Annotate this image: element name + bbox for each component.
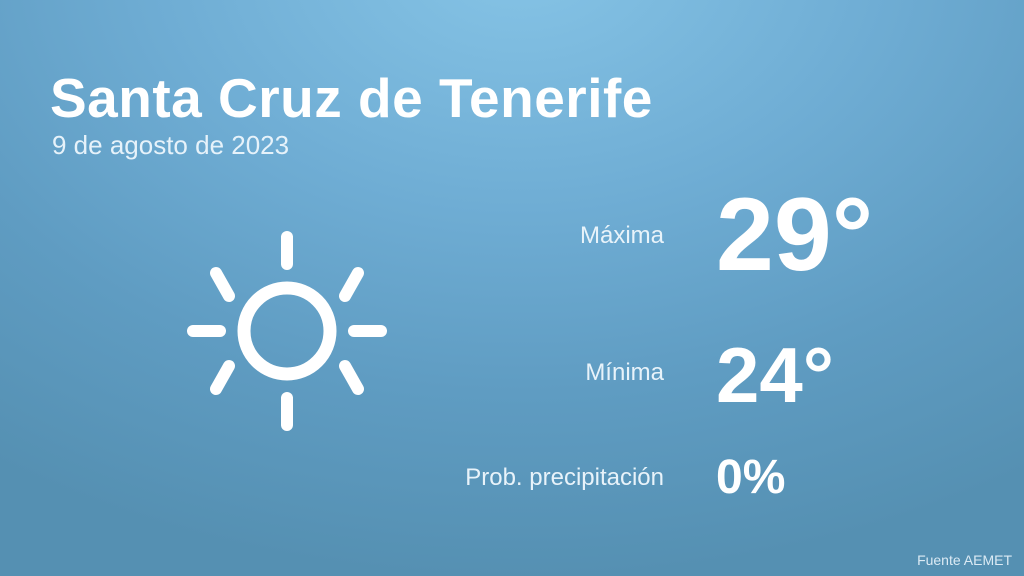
- source-credit: Fuente AEMET: [917, 552, 1012, 568]
- max-temp: 29°: [716, 177, 874, 293]
- date-label: 9 de agosto de 2023: [52, 130, 290, 160]
- sun-icon: [187, 231, 387, 431]
- max-label: Máxima: [579, 222, 664, 249]
- precip-label: Prob. precipitación: [465, 464, 664, 491]
- min-temp: 24°: [716, 331, 834, 419]
- city-title: Santa Cruz de Tenerife: [50, 67, 653, 129]
- min-label: Mínima: [585, 359, 664, 386]
- precip-value: 0%: [716, 451, 786, 504]
